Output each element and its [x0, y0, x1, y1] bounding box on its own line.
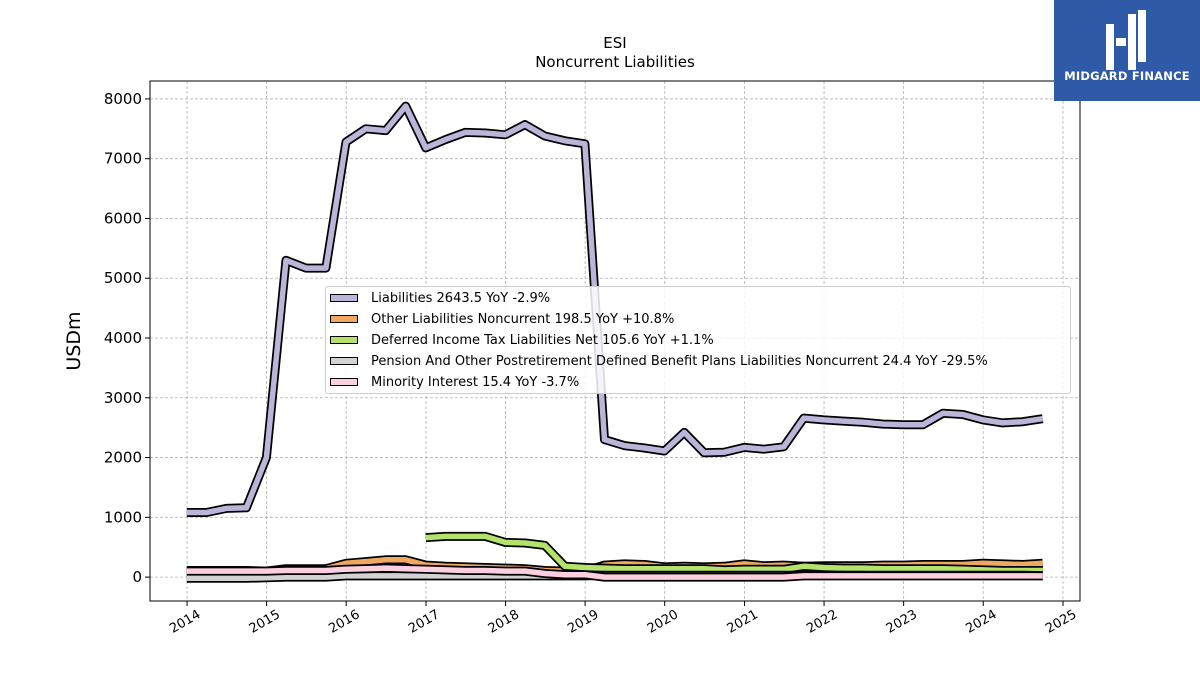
x-tick-label: 2014: [167, 607, 203, 637]
legend-label: Deferred Income Tax Liabilities Net 105.…: [371, 332, 714, 348]
x-tick-label: 2021: [725, 607, 761, 637]
x-tick-label: 2023: [884, 607, 920, 637]
series-line-fill: [186, 565, 1043, 580]
legend-item-deferred-tax: Deferred Income Tax Liabilities Net 105.…: [326, 330, 714, 350]
plot-frame: [149, 80, 1081, 602]
x-tick-label: 2017: [406, 607, 442, 637]
legend-label: Liabilities 2643.5 YoY -2.9%: [371, 290, 551, 306]
y-tick-label: 4000: [104, 329, 142, 347]
legend-label: Other Liabilities Noncurrent 198.5 YoY +…: [371, 311, 675, 327]
series-line-5: [186, 563, 1043, 582]
y-axis-label: USDm: [63, 311, 85, 370]
chart-title: ESI: [603, 34, 626, 52]
x-axis-ticks: 2014 2015 2016 2017 2018 2019 2020 2021 2022 2023…: [167, 601, 1079, 637]
x-tick-label: 2016: [326, 607, 362, 637]
chart-subtitle: Noncurrent Liabilities: [535, 53, 695, 71]
x-tick-label: 2025: [1043, 607, 1079, 637]
y-tick-label: 3000: [104, 389, 142, 407]
y-tick-label: 8000: [104, 90, 142, 108]
series-layer: [186, 101, 1044, 583]
legend-item-other-liabilities: Other Liabilities Noncurrent 198.5 YoY +…: [326, 309, 674, 329]
y-tick-label: 5000: [104, 269, 142, 287]
legend-swatch-minority-interest: [330, 378, 358, 386]
series-line-fill: [186, 103, 1044, 516]
series-line-fill: [425, 533, 1043, 574]
x-tick-label: 2019: [565, 607, 601, 637]
logo-text: MIDGARD FINANCE: [1064, 69, 1190, 83]
logo-mark-icon: [1106, 10, 1146, 70]
y-tick-label: 0: [132, 568, 142, 586]
y-axis-ticks: 0 1000 2000 3000 4000 5000 6000 7000 8000: [104, 90, 150, 586]
legend-item-minority-interest: Minority Interest 15.4 YoY -3.7%: [326, 372, 579, 392]
x-tick-label: 2022: [804, 607, 840, 637]
legend-item-liabilities: Liabilities 2643.5 YoY -2.9%: [326, 288, 550, 308]
legend: Liabilities 2643.5 YoY -2.9% Other Liabi…: [325, 286, 1071, 394]
legend-swatch-liabilities: [330, 294, 358, 302]
x-tick-label: 2020: [645, 607, 681, 637]
y-tick-label: 7000: [104, 150, 142, 168]
legend-swatch-pension: [330, 357, 358, 365]
x-tick-label: 2024: [963, 607, 999, 637]
series-line-1: [186, 101, 1044, 517]
series-line-3: [425, 531, 1043, 575]
legend-swatch-deferred-tax: [330, 336, 358, 344]
legend-item-pension: Pension And Other Postretirement Defined…: [326, 351, 988, 371]
y-tick-label: 6000: [104, 209, 142, 227]
legend-swatch-other-liabilities: [330, 315, 358, 323]
x-tick-label: 2018: [486, 607, 522, 637]
y-tick-label: 2000: [104, 449, 142, 467]
y-tick-label: 1000: [104, 508, 142, 526]
x-tick-label: 2015: [247, 607, 283, 637]
legend-label: Pension And Other Postretirement Defined…: [371, 353, 988, 369]
brand-logo: MIDGARD FINANCE: [1054, 0, 1200, 101]
legend-label: Minority Interest 15.4 YoY -3.7%: [371, 374, 580, 390]
